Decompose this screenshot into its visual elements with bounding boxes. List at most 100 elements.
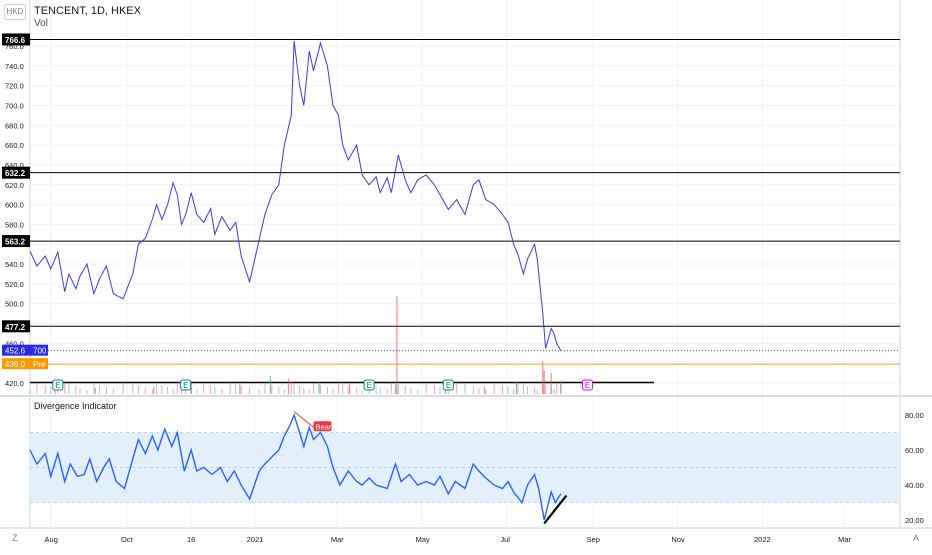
price-series-line: [29, 40, 562, 351]
volume-bar: [190, 388, 192, 394]
level-label: 563.2: [5, 238, 26, 247]
volume-bar: [533, 388, 535, 394]
volume-bar: [50, 387, 52, 394]
volume-bar: [361, 390, 363, 394]
time-tick-label: Nov: [671, 535, 685, 544]
time-tick-label: Mar: [838, 535, 851, 544]
zoom-button[interactable]: Z: [12, 533, 18, 543]
earnings-marker-label: E: [55, 381, 60, 390]
volume-bar: [203, 383, 205, 394]
bear-label-bg: [313, 421, 332, 432]
volume-bar: [313, 383, 315, 394]
volume-bar: [502, 385, 504, 394]
volume-bar: [527, 386, 529, 394]
price-tick-label: 540.0: [5, 260, 24, 269]
volume-bar: [560, 384, 562, 394]
volume-bar: [483, 386, 486, 394]
volume-bar: [386, 389, 388, 394]
volume-bar: [319, 385, 321, 394]
volume-bar: [79, 388, 81, 394]
pre-price-badge: [2, 358, 30, 370]
bear-divergence-line: [293, 411, 314, 428]
current-price-label: 452.6: [5, 347, 26, 356]
volume-bar: [517, 382, 519, 394]
volume-bar: [293, 384, 295, 394]
volume-bar: [214, 387, 216, 394]
volume-bar: [68, 384, 70, 394]
volume-bar: [375, 385, 377, 394]
chart-title: TENCENT, 1D, HKEX: [34, 5, 141, 17]
volume-bar: [493, 383, 495, 394]
current-volume-label: 700: [33, 347, 47, 356]
volume-bar: [161, 385, 163, 394]
level-label-bg: [2, 320, 30, 333]
volume-bar: [167, 387, 169, 394]
price-tick-label: 580.0: [5, 220, 24, 229]
earnings-marker[interactable]: [442, 379, 454, 391]
price-tick-label: 520.0: [5, 280, 24, 289]
volume-bar: [472, 386, 474, 394]
auto-scale-button[interactable]: A: [913, 533, 920, 543]
price-tick-label: 700.0: [5, 101, 24, 110]
volume-bar: [349, 383, 351, 394]
price-tick-label: 680.0: [5, 121, 24, 130]
volume-bar: [57, 389, 59, 394]
volume-bar: [29, 390, 31, 394]
current-volume-badge: [30, 344, 48, 356]
volume-bar: [485, 390, 487, 394]
volume-bar: [240, 386, 242, 394]
volume-bar: [290, 382, 292, 394]
earnings-marker[interactable]: [363, 379, 375, 391]
volume-bar: [239, 380, 241, 394]
volume-bar: [550, 373, 552, 394]
volume-bar: [44, 385, 46, 394]
price-tick-label: 500.0: [5, 300, 24, 309]
volume-bar: [522, 384, 524, 394]
volume-bar: [269, 376, 272, 394]
volume-bar: [326, 387, 328, 394]
volume-bar: [36, 383, 38, 394]
volume-bar: [356, 388, 358, 394]
volume-bar: [308, 390, 310, 394]
volume-bar: [264, 383, 266, 394]
volume-bar: [278, 387, 280, 394]
volume-bar: [397, 384, 399, 394]
bullish-trend-line[interactable]: [543, 494, 568, 525]
earnings-marker-label: E: [446, 381, 451, 390]
currency-button[interactable]: HKD: [4, 4, 26, 20]
level-label-bg: [2, 33, 30, 46]
volume-bar: [94, 388, 96, 394]
volume-bar: [132, 384, 134, 394]
earnings-marker-label: E: [183, 381, 188, 390]
volume-bar: [396, 296, 398, 394]
time-tick-label: Oct: [121, 535, 134, 544]
indicator-tick-label: 60.00: [905, 446, 924, 455]
earnings-marker-future[interactable]: [581, 379, 593, 391]
pre-price-label: 439.0: [5, 360, 26, 369]
volume-bar: [447, 389, 449, 394]
level-label-bg: [2, 235, 30, 248]
volume-bar: [151, 390, 153, 394]
price-tick-label: 460.0: [5, 339, 24, 348]
volume-bar: [303, 388, 305, 394]
current-price-badge: [2, 344, 30, 356]
volume-bar: [456, 382, 458, 394]
volume-bar: [556, 382, 558, 394]
volume-bar: [464, 384, 466, 394]
volume-bar: [210, 385, 212, 394]
indicator-tick-label: 20.00: [905, 516, 924, 525]
volume-bar: [122, 382, 124, 394]
earnings-marker[interactable]: [52, 379, 64, 391]
price-tick-label: 660.0: [5, 141, 24, 150]
volume-bar: [258, 390, 260, 394]
level-label: 766.6: [5, 36, 26, 45]
volume-bar: [542, 361, 544, 394]
volume-bar: [287, 378, 290, 394]
earnings-marker[interactable]: [180, 379, 192, 391]
bear-label: Bear: [316, 422, 332, 431]
volume-bar: [379, 387, 381, 394]
volume-bar: [417, 390, 419, 394]
volume-bar: [137, 386, 139, 394]
